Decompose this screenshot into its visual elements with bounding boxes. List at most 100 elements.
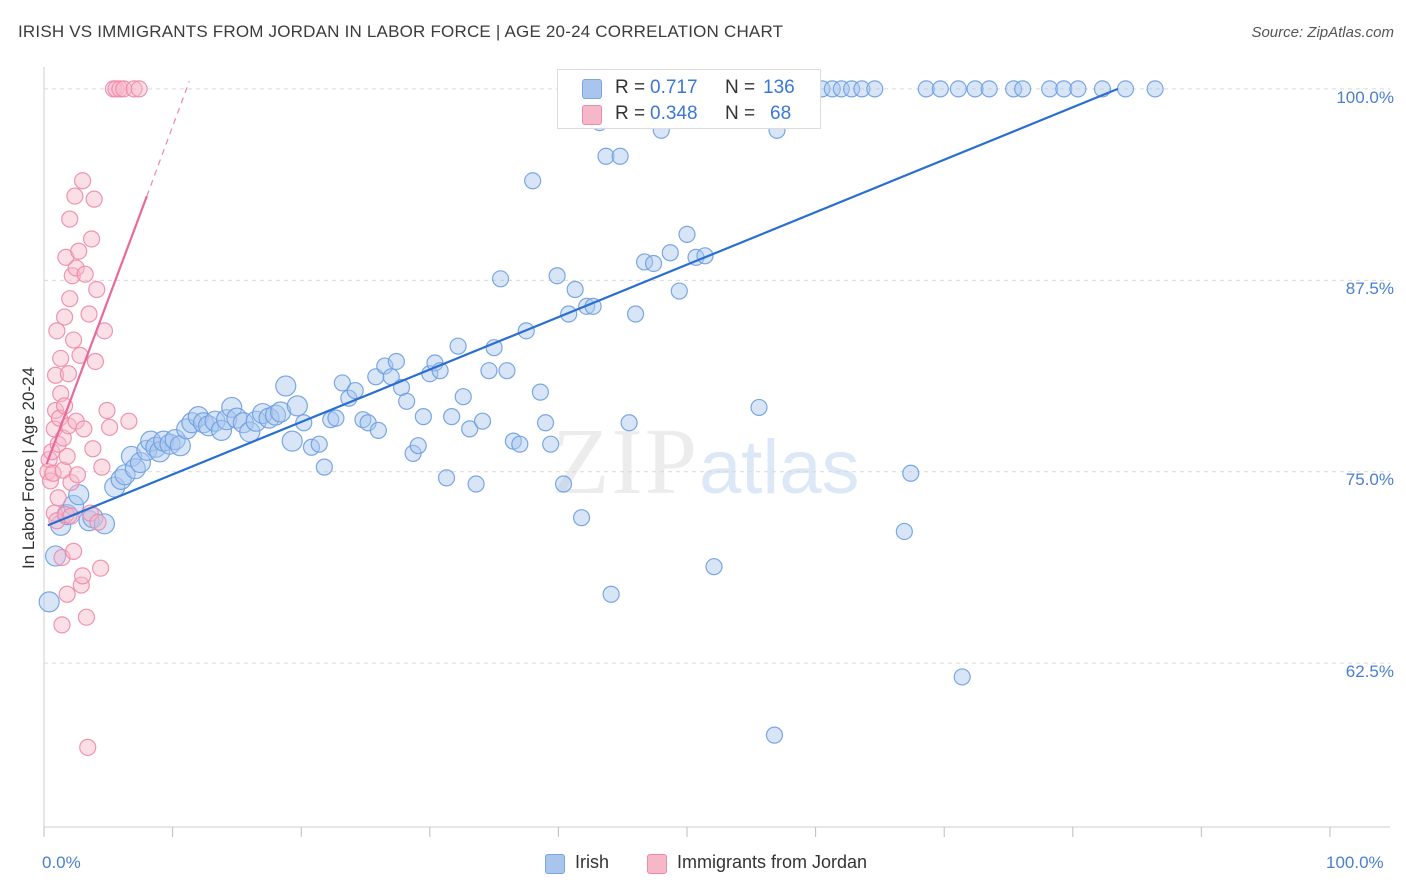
jordan-data-point [76,265,94,283]
irish-data-point [333,374,351,392]
jordan-data-point [73,567,92,585]
irish-data-point [554,475,573,493]
irish-data-point [437,469,456,487]
x-tick-label: 0.0% [42,853,81,872]
irish-data-point [409,437,427,455]
jordan-data-point [64,331,83,349]
irish-data-point [1014,80,1032,98]
jordan-data-point [48,322,66,340]
n-label: N = [725,103,756,124]
jordan-data-point [68,466,87,484]
jordan-trend-line [45,195,148,465]
y-tick-label: 62.5% [1345,662,1394,681]
irish-data-point [310,435,328,453]
irish-data-point [611,147,629,165]
irish-data-point [644,254,663,273]
jordan-data-point [66,187,84,205]
irish-data-point [542,435,560,453]
jordan-data-point [53,616,71,634]
source-credit: Source: ZipAtlas.com [1251,24,1394,41]
irish-data-point [473,412,492,430]
irish-data-point [398,392,416,410]
jordan-data-point [82,230,101,248]
irish-data-point [620,414,638,432]
correlation-stats-box: R = 0.717 N = 136 R = 0.348 N = 68 [557,69,821,129]
watermark-atlas: atlas [699,425,860,510]
irish-data-point [853,80,871,98]
n-value: 68 [770,103,792,124]
irish-data-point [1005,80,1023,98]
jordan-data-point [125,80,143,98]
irish-data-point [454,388,472,406]
irish-data-point [181,412,203,434]
irish-data-point [678,225,696,243]
jordan-data-point [75,420,93,438]
irish-data-point [895,522,913,541]
irish-data-point [498,362,516,380]
legend-label-jordan: Immigrants from Jordan [677,852,868,872]
jordan-data-point [44,464,62,482]
irish-data-point [346,381,364,400]
irish-data-point [491,270,510,288]
jordan-data-point [84,440,102,458]
irish-data-point [670,282,688,300]
jordan-data-point [100,418,119,436]
irish-data-point [169,435,191,457]
irish-data-point [93,513,116,535]
irish-data-point [931,80,949,98]
jordan-data-point [73,172,92,190]
irish-data-point [221,396,243,419]
irish-data-point [443,408,461,426]
jordan-data-point [77,608,96,626]
jordan-trend-extension [146,81,190,197]
jordan-points [39,80,148,756]
irish-data-point [387,352,405,371]
jordan-data-point [111,80,129,98]
legend-label-irish: Irish [575,852,610,872]
irish-data-point [566,280,584,299]
irish-data-point [917,80,935,98]
r-value: 0.717 [650,77,698,98]
irish-data-point [327,409,345,427]
jordan-data-point [58,585,76,603]
jordan-data-point [120,412,138,430]
stats-row-irish: R = 0.717 N = 136 [558,76,822,102]
stats-swatch-irish [582,79,602,99]
irish-data-point [524,172,542,190]
irish-data-point [572,509,591,527]
r-label: R = [615,77,646,98]
y-tick-label: 100.0% [1336,88,1394,107]
jordan-data-point [67,259,85,277]
irish-data-point [1116,80,1135,98]
jordan-data-point [61,210,79,228]
irish-data-point [602,585,620,603]
jordan-data-point [46,366,65,384]
stats-swatch-jordan [582,105,602,125]
irish-data-point [626,305,645,323]
jordan-data-point [88,280,106,299]
irish-data-point [536,414,555,432]
legend-swatch-jordan [647,854,667,874]
jordan-data-point [59,365,78,383]
chart-title: IRISH VS IMMIGRANTS FROM JORDAN IN LABOR… [18,22,784,41]
irish-points [38,80,1164,744]
irish-data-point [1041,80,1059,98]
trend-lines [45,81,1119,527]
irish-data-point [823,80,841,98]
irish-data-point [511,435,529,453]
x-tick-label: 100.0% [1326,853,1384,872]
irish-data-point [461,420,479,438]
irish-data-point [44,545,67,567]
irish-data-point [129,451,152,474]
irish-data-point [548,267,566,285]
irish-data-point [1069,80,1087,98]
legend-swatch-irish [545,854,565,874]
jordan-data-point [61,290,79,308]
jordan-data-point [93,458,111,476]
jordan-data-point [55,308,74,326]
irish-data-point [449,337,467,355]
jordan-data-point [85,190,103,208]
y-tick-label: 87.5% [1345,279,1394,298]
r-label: R = [615,103,646,124]
